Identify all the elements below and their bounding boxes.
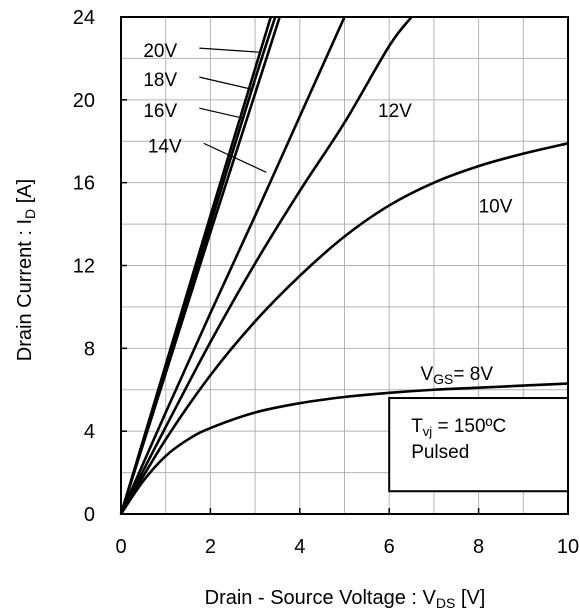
- series-20V: [119, 16, 272, 515]
- curve-label: 18V: [143, 70, 177, 91]
- y-tick-label: 8: [84, 338, 95, 360]
- curve-labels: 20V 18V 16V 14V 12V 10V VGS= 8V: [143, 41, 512, 387]
- curve-label: 14V: [148, 136, 182, 157]
- x-axis-title: Drain - Source Voltage : VDS [V]: [205, 587, 486, 611]
- curve-label: 16V: [143, 101, 177, 122]
- conditions-temperature: Tvj = 150ºC: [411, 416, 506, 439]
- curve-label-leader: [203, 142, 267, 173]
- conditions-pulsed: Pulsed: [411, 442, 469, 463]
- y-tick-label: 20: [73, 90, 95, 112]
- x-tick-label: 8: [473, 536, 484, 558]
- x-tick-label: 6: [384, 536, 395, 558]
- y-tick-label: 24: [73, 7, 95, 29]
- x-tick-label: 4: [294, 536, 305, 558]
- y-tick-label: 4: [84, 421, 95, 443]
- curve-label-leader: [199, 107, 245, 120]
- grid: [121, 17, 568, 514]
- y-tick-label: 16: [73, 173, 95, 195]
- curve-label-leader: [199, 76, 253, 91]
- y-tick-label: 0: [84, 504, 95, 526]
- curve-label: VGS= 8V: [420, 364, 493, 387]
- curve-label: 12V: [378, 101, 412, 122]
- series-10V: [119, 142, 569, 515]
- series-14V: [119, 16, 346, 515]
- series-12V: [119, 16, 413, 515]
- y-tick-label: 12: [73, 256, 95, 278]
- curve-label-leader: [199, 47, 260, 53]
- curve-label: 20V: [143, 41, 177, 62]
- curve-label: 10V: [479, 196, 513, 217]
- conditions-box-frame: [388, 397, 570, 493]
- conditions-box: Tvj = 150ºC Pulsed: [388, 397, 570, 493]
- x-tick-label: 0: [115, 536, 126, 558]
- y-axis-title: Drain Current : ID [A]: [14, 179, 38, 361]
- x-tick-label: 10: [557, 536, 579, 558]
- series-8V: [119, 382, 569, 515]
- series-layer: [119, 16, 569, 515]
- x-tick-label: 2: [205, 536, 216, 558]
